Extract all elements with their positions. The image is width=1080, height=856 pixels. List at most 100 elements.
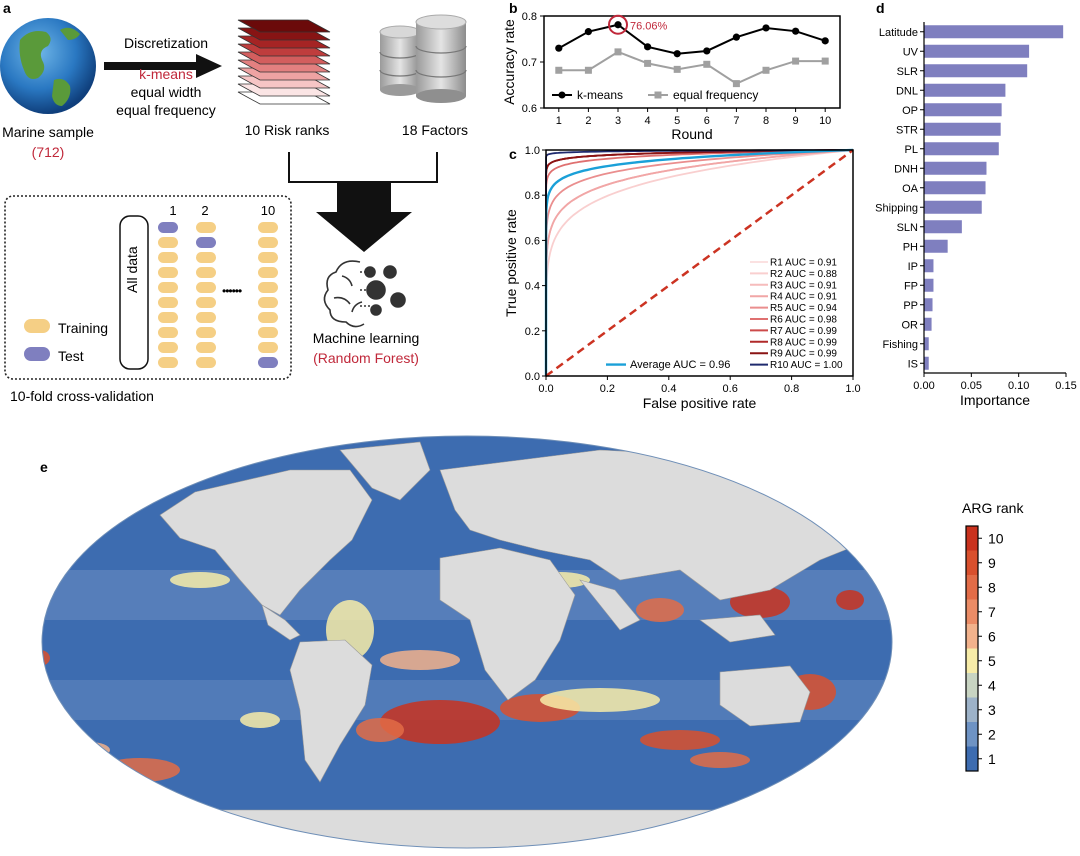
fold-1-sample bbox=[158, 342, 178, 353]
colorbar-tick-label: 4 bbox=[988, 677, 996, 693]
category-label: PP bbox=[903, 300, 918, 312]
arg-hotspot bbox=[42, 650, 50, 666]
category-label: Latitude bbox=[879, 27, 918, 39]
legend-ef-marker bbox=[654, 91, 662, 99]
category-label: PL bbox=[905, 144, 918, 156]
highlight-circle bbox=[608, 14, 628, 35]
legend-label: R9 AUC = 0.99 bbox=[770, 349, 837, 360]
equal-frequency-point bbox=[614, 48, 622, 56]
category-label: SLR bbox=[897, 66, 918, 78]
fold-label-10: 10 bbox=[260, 203, 276, 218]
arg-hotspot bbox=[636, 598, 684, 622]
fold-label-2: 2 bbox=[201, 203, 209, 218]
legend-kmeans-marker bbox=[558, 91, 566, 99]
legend-test: Test bbox=[58, 348, 84, 364]
colorbar-segment bbox=[966, 722, 978, 747]
colorbar-segment bbox=[966, 746, 978, 771]
legend-training-swatch bbox=[24, 319, 50, 333]
best-accuracy-annotation: 76.06% bbox=[630, 21, 668, 33]
arg-hotspot bbox=[836, 590, 864, 610]
x-tick-label: 0.15 bbox=[1055, 380, 1076, 392]
x-tick-label: 6 bbox=[704, 115, 710, 127]
plot-frame bbox=[545, 149, 854, 377]
fold-1-sample bbox=[158, 282, 178, 293]
importance-bar bbox=[924, 122, 1001, 136]
panel-a-label: a bbox=[3, 0, 11, 16]
arg-hotspot bbox=[240, 712, 280, 728]
landmass bbox=[159, 469, 373, 616]
kmeans-point bbox=[644, 43, 652, 51]
importance-bar bbox=[924, 161, 987, 175]
landmass bbox=[59, 809, 892, 848]
fold-2-sample bbox=[196, 252, 216, 263]
roc-curve bbox=[545, 149, 854, 377]
y-tick-label: 1.0 bbox=[525, 145, 540, 157]
equal-frequency-point bbox=[762, 66, 770, 74]
arrow-down-icon bbox=[316, 182, 412, 252]
discretization-title: Discretization bbox=[123, 35, 209, 51]
category-label: OP bbox=[902, 105, 918, 117]
importance-bar bbox=[924, 278, 934, 292]
kmeans-point bbox=[555, 44, 563, 52]
x-axis-label: Importance bbox=[960, 392, 1030, 408]
kmeans-point bbox=[762, 24, 770, 32]
landmass bbox=[579, 579, 641, 631]
colorbar-tick-label: 10 bbox=[988, 530, 1004, 546]
fold-3-sample bbox=[258, 252, 278, 263]
kmeans-point bbox=[821, 37, 829, 45]
fold-3-sample bbox=[258, 342, 278, 353]
importance-bar bbox=[924, 181, 986, 195]
colorbar-tick-label: 7 bbox=[988, 604, 996, 620]
y-tick-label: 0.6 bbox=[522, 103, 537, 115]
fold-2-sample bbox=[196, 267, 216, 278]
fold-2-sample bbox=[196, 297, 216, 308]
accuracy-chart: 0.6 0.7 0.8 1 2 3 4 5 6 7 8 9 10 Round Accuracy rate 76… bbox=[501, 11, 841, 142]
category-label: SLN bbox=[897, 222, 918, 234]
colorbar-segment bbox=[966, 526, 978, 551]
x-tick-label: 1.0 bbox=[845, 383, 860, 395]
colorbar-segment bbox=[966, 624, 978, 649]
colorbar-segment bbox=[966, 697, 978, 722]
importance-bar bbox=[924, 64, 1028, 78]
arg-hotspot bbox=[640, 730, 720, 750]
category-label: IS bbox=[908, 358, 918, 370]
all-data-box bbox=[119, 215, 149, 370]
x-tick-label: 1 bbox=[556, 115, 562, 127]
fold-1-sample bbox=[158, 267, 178, 278]
colorbar-segment bbox=[966, 673, 978, 698]
importance-bar bbox=[924, 259, 934, 273]
kmeans-point bbox=[732, 33, 740, 41]
colorbar-segment bbox=[966, 648, 978, 673]
legend-ef-label: equal frequency bbox=[673, 88, 758, 102]
cv-box bbox=[4, 195, 292, 380]
landmass bbox=[439, 547, 576, 701]
roc-curve bbox=[544, 148, 854, 377]
importance-bar bbox=[924, 83, 1006, 97]
x-tick-label: 7 bbox=[733, 115, 739, 127]
legend-label: R2 AUC = 0.88 bbox=[770, 269, 837, 280]
equal-frequency-point bbox=[673, 65, 681, 73]
x-tick-label: 5 bbox=[674, 115, 680, 127]
fold-3-sample bbox=[258, 297, 278, 308]
importance-bar bbox=[924, 142, 999, 156]
importance-bar bbox=[924, 44, 1030, 58]
y-tick-label: 0.6 bbox=[525, 235, 540, 247]
x-tick-label: 8 bbox=[763, 115, 769, 127]
x-tick-label: 4 bbox=[645, 115, 651, 127]
fold-1-sample bbox=[158, 252, 178, 263]
legend-label: R10 AUC = 1.00 bbox=[770, 360, 843, 371]
x-tick-label: 0.8 bbox=[784, 383, 799, 395]
fold-3-sample bbox=[258, 282, 278, 293]
colorbar-segment bbox=[966, 599, 978, 624]
category-label: DNH bbox=[894, 163, 918, 175]
kmeans-point bbox=[584, 28, 592, 36]
x-tick-label: 0.2 bbox=[600, 383, 615, 395]
cv-label: 10-fold cross-validation bbox=[10, 388, 154, 404]
all-data-label: All data bbox=[124, 246, 140, 293]
panel-e-label: e bbox=[40, 459, 48, 475]
sample-count: (712) bbox=[31, 144, 65, 160]
importance-bar bbox=[924, 200, 982, 214]
legend-label: R1 AUC = 0.91 bbox=[770, 258, 837, 269]
globe-icon bbox=[0, 18, 96, 114]
legend-label: R6 AUC = 0.98 bbox=[770, 315, 837, 326]
